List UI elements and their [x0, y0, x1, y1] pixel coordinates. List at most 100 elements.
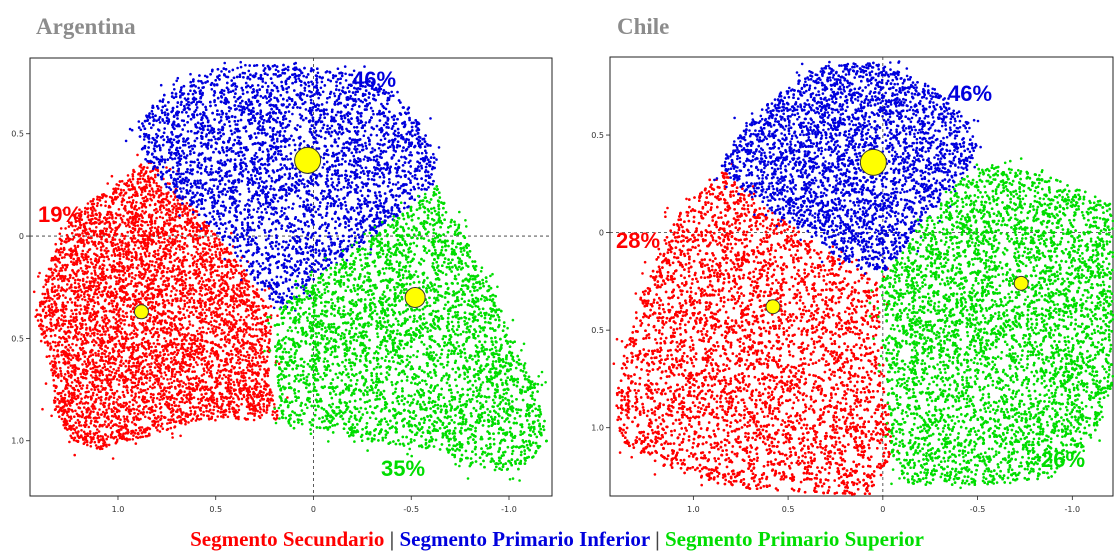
- data-point: [209, 263, 213, 267]
- data-point: [226, 324, 229, 327]
- data-point: [103, 227, 106, 230]
- data-point: [136, 436, 140, 440]
- data-point: [70, 354, 73, 357]
- data-point: [146, 293, 150, 297]
- data-point: [262, 408, 265, 412]
- data-point: [116, 187, 120, 191]
- data-point: [245, 307, 248, 311]
- data-point: [151, 386, 154, 390]
- data-point: [86, 202, 90, 205]
- data-point: [153, 274, 156, 278]
- data-point: [66, 236, 70, 239]
- data-point: [148, 365, 152, 369]
- data-point: [178, 400, 182, 404]
- data-point: [76, 394, 79, 398]
- data-point: [81, 340, 84, 343]
- data-point: [185, 201, 189, 205]
- data-point: [50, 290, 54, 293]
- data-point: [157, 188, 160, 191]
- data-point: [252, 400, 255, 403]
- data-point: [53, 294, 56, 298]
- data-point: [113, 337, 116, 340]
- data-point: [238, 362, 241, 365]
- data-point: [124, 234, 127, 238]
- data-point: [234, 337, 237, 340]
- data-point: [91, 307, 94, 311]
- data-point: [111, 238, 114, 242]
- data-point: [268, 393, 272, 397]
- data-point: [264, 332, 268, 335]
- data-point: [139, 281, 142, 285]
- data-point: [209, 299, 212, 302]
- data-point: [59, 242, 63, 245]
- data-point: [151, 320, 155, 323]
- data-point: [163, 237, 166, 241]
- data-point: [125, 431, 128, 434]
- data-point: [111, 215, 114, 219]
- data-point: [53, 369, 56, 373]
- data-point: [114, 187, 117, 190]
- data-point: [190, 310, 193, 314]
- data-point: [171, 233, 174, 237]
- data-point: [95, 393, 99, 397]
- data-point: [214, 250, 217, 254]
- data-point: [170, 360, 174, 363]
- data-point: [64, 346, 67, 349]
- data-point: [208, 308, 211, 312]
- data-point: [122, 290, 126, 294]
- data-point: [123, 417, 126, 421]
- data-point: [245, 315, 248, 319]
- data-point: [51, 315, 54, 318]
- data-point: [240, 344, 244, 347]
- data-point: [149, 177, 152, 180]
- data-point: [212, 232, 216, 236]
- data-point: [111, 348, 115, 351]
- data-point: [225, 275, 229, 279]
- data-point: [120, 247, 123, 251]
- data-point: [84, 362, 88, 366]
- data-point: [182, 381, 185, 385]
- data-point: [55, 289, 59, 292]
- data-point: [171, 211, 174, 214]
- data-point: [170, 325, 174, 328]
- data-point: [138, 426, 142, 429]
- data-point: [53, 357, 57, 360]
- data-point: [80, 397, 83, 401]
- data-point: [67, 329, 71, 333]
- data-point: [229, 382, 232, 386]
- data-point: [78, 424, 81, 427]
- data-point: [58, 415, 61, 419]
- data-point: [257, 294, 260, 297]
- data-point: [208, 355, 212, 358]
- data-point: [58, 392, 61, 395]
- data-point: [196, 397, 200, 401]
- data-point: [191, 405, 195, 409]
- data-point: [127, 188, 131, 191]
- data-point: [173, 238, 177, 241]
- data-point: [127, 196, 131, 199]
- data-point: [100, 339, 103, 343]
- data-point: [147, 263, 151, 267]
- data-point: [136, 344, 140, 347]
- data-point: [149, 408, 152, 411]
- data-point: [213, 263, 216, 267]
- data-point: [145, 249, 149, 253]
- data-point: [159, 236, 162, 239]
- data-point: [115, 280, 118, 283]
- data-point: [48, 275, 52, 279]
- data-point: [70, 283, 73, 287]
- data-point: [171, 342, 175, 345]
- data-point: [212, 408, 215, 412]
- data-point: [247, 314, 250, 317]
- data-point: [87, 361, 91, 365]
- series-red: [32, 153, 289, 460]
- data-point: [164, 389, 168, 393]
- data-point: [128, 275, 131, 278]
- data-point: [146, 327, 149, 331]
- data-point: [92, 202, 96, 206]
- data-point: [232, 343, 236, 346]
- data-point: [104, 420, 107, 423]
- data-point: [141, 338, 144, 341]
- data-point: [200, 363, 204, 366]
- data-point: [245, 359, 248, 363]
